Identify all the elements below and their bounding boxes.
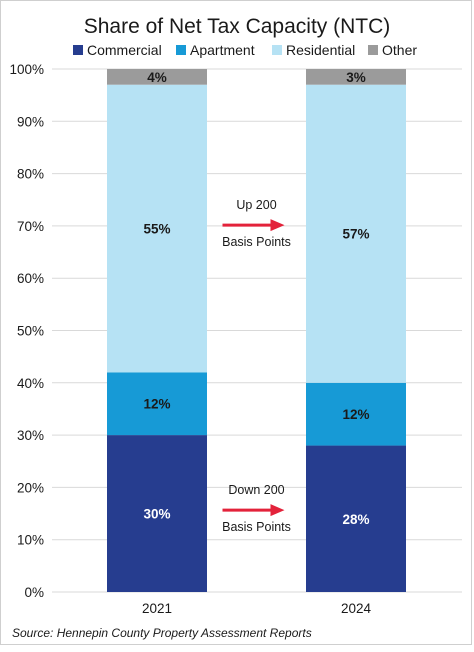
data-label-commercial-2021: 30% [143,507,170,522]
bar-residential-2021 [107,84,207,373]
y-tick-label: 0% [24,585,44,600]
annotation-up-arrow-head [270,219,285,232]
annotation-down-line1: Down 200 [228,483,284,497]
y-tick-label: 50% [17,324,44,339]
data-label-commercial-2024: 28% [342,512,369,527]
legend-label-commercial: Commercial [87,42,162,58]
annotations: Up 200 Basis Points Down 200 Basis Points [222,198,291,534]
bars: 30% 12% 55% 4% 28% 12% 57% 3% [107,69,406,592]
y-tick-label: 60% [17,271,44,286]
annotation-down-line2: Basis Points [222,520,291,534]
bar-commercial-2021 [107,435,207,592]
data-label-residential-2021: 55% [143,222,170,237]
x-tick-label-2021: 2021 [142,601,172,616]
bar-apartment-2024 [306,382,406,446]
data-label-apartment-2021: 12% [143,397,170,412]
bar-other-2021 [107,69,207,85]
y-tick-label: 70% [17,219,44,234]
y-tick-label: 40% [17,376,44,391]
source-note: Source: Hennepin County Property Assessm… [12,626,312,640]
y-tick-label: 100% [9,62,44,77]
legend-swatch-residential [272,45,282,55]
y-tick-label: 10% [17,533,44,548]
bar-residential-2024 [306,84,406,383]
y-tick-label: 80% [17,167,44,182]
legend-label-apartment: Apartment [190,42,255,58]
legend-label-residential: Residential [286,42,355,58]
y-axis: 0% 10% 20% 30% 40% 50% 60% 70% 80% 90% 100% [9,62,44,600]
y-tick-label: 20% [17,480,44,495]
annotation-up-line1: Up 200 [236,198,276,212]
annotation-down-arrow-head [270,504,285,517]
data-label-other-2024: 3% [346,70,366,85]
bar-other-2024 [306,69,406,85]
x-axis: 2021 2024 [142,601,372,616]
annotation-up-line2: Basis Points [222,235,291,249]
chart-title: Share of Net Tax Capacity (NTC) [84,15,391,38]
bar-apartment-2021 [107,372,207,436]
legend-swatch-other [368,45,378,55]
y-tick-label: 90% [17,114,44,129]
y-tick-label: 30% [17,428,44,443]
data-label-apartment-2024: 12% [342,407,369,422]
bar-commercial-2024 [306,445,406,592]
legend-label-other: Other [382,42,417,58]
x-tick-label-2024: 2024 [341,601,372,616]
data-label-other-2021: 4% [147,70,167,85]
legend-swatch-commercial [73,45,83,55]
legend-swatch-apartment [176,45,186,55]
data-label-residential-2024: 57% [342,227,369,242]
legend: Commercial Apartment Residential Other [73,42,417,58]
